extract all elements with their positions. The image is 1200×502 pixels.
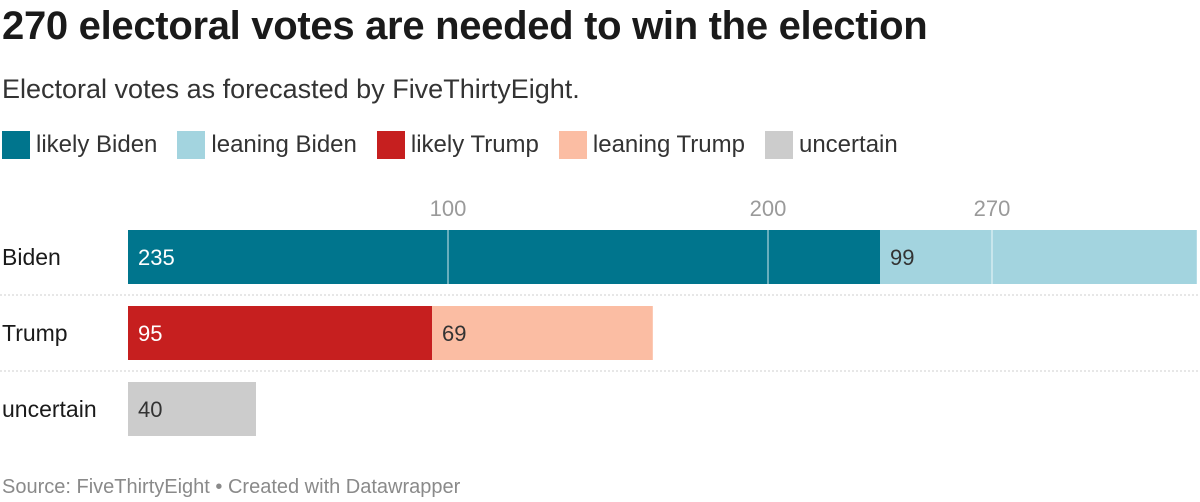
x-tick-label: 100: [430, 196, 467, 221]
category-label: uncertain: [2, 396, 97, 422]
legend-swatch: [558, 131, 587, 159]
legend-label: leaning Biden: [211, 131, 357, 158]
category-label: Biden: [2, 244, 61, 270]
bar-segment: [128, 230, 880, 284]
bar-segment: [128, 382, 256, 436]
chart-title: 270 electoral votes are needed to win th…: [2, 4, 928, 48]
bar-segment: [880, 230, 1197, 284]
x-tick-label: 270: [974, 196, 1011, 221]
legend-item-likely-biden: likely Biden: [2, 131, 157, 159]
legend-label: likely Trump: [410, 131, 539, 158]
legend-item-uncertain: uncertain: [764, 131, 898, 159]
legend-swatch: [764, 131, 793, 159]
legend-item-leaning-biden: leaning Biden: [177, 131, 357, 159]
legend-swatch: [2, 131, 30, 159]
category-label: Trump: [2, 320, 68, 346]
bar-value-label: 235: [138, 245, 175, 270]
chart-legend: likely Biden leaning Biden likely Trump …: [2, 131, 918, 159]
bar-segment: [128, 306, 432, 360]
bar-segment: [432, 306, 653, 360]
chart-subtitle: Electoral votes as forecasted by FiveThi…: [2, 74, 580, 104]
bar-value-label: 69: [442, 321, 466, 346]
legend-item-likely-trump: likely Trump: [376, 131, 539, 159]
legend-item-leaning-trump: leaning Trump: [558, 131, 745, 159]
source-note: Source: FiveThirtyEight • Created with D…: [2, 476, 461, 498]
bar-value-label: 95: [138, 321, 162, 346]
bar-value-label: 40: [138, 397, 162, 422]
legend-label: leaning Trump: [592, 131, 745, 158]
x-tick-label: 200: [750, 196, 787, 221]
legend-swatch: [376, 131, 405, 159]
legend-label: uncertain: [798, 131, 898, 158]
bar-chart: 100 200 270 Biden 235 99 Trump 95 69 uncertain 40: [0, 196, 1200, 436]
legend-swatch: [177, 131, 206, 159]
bar-value-label: 99: [890, 245, 914, 270]
legend-label: likely Biden: [36, 131, 158, 158]
